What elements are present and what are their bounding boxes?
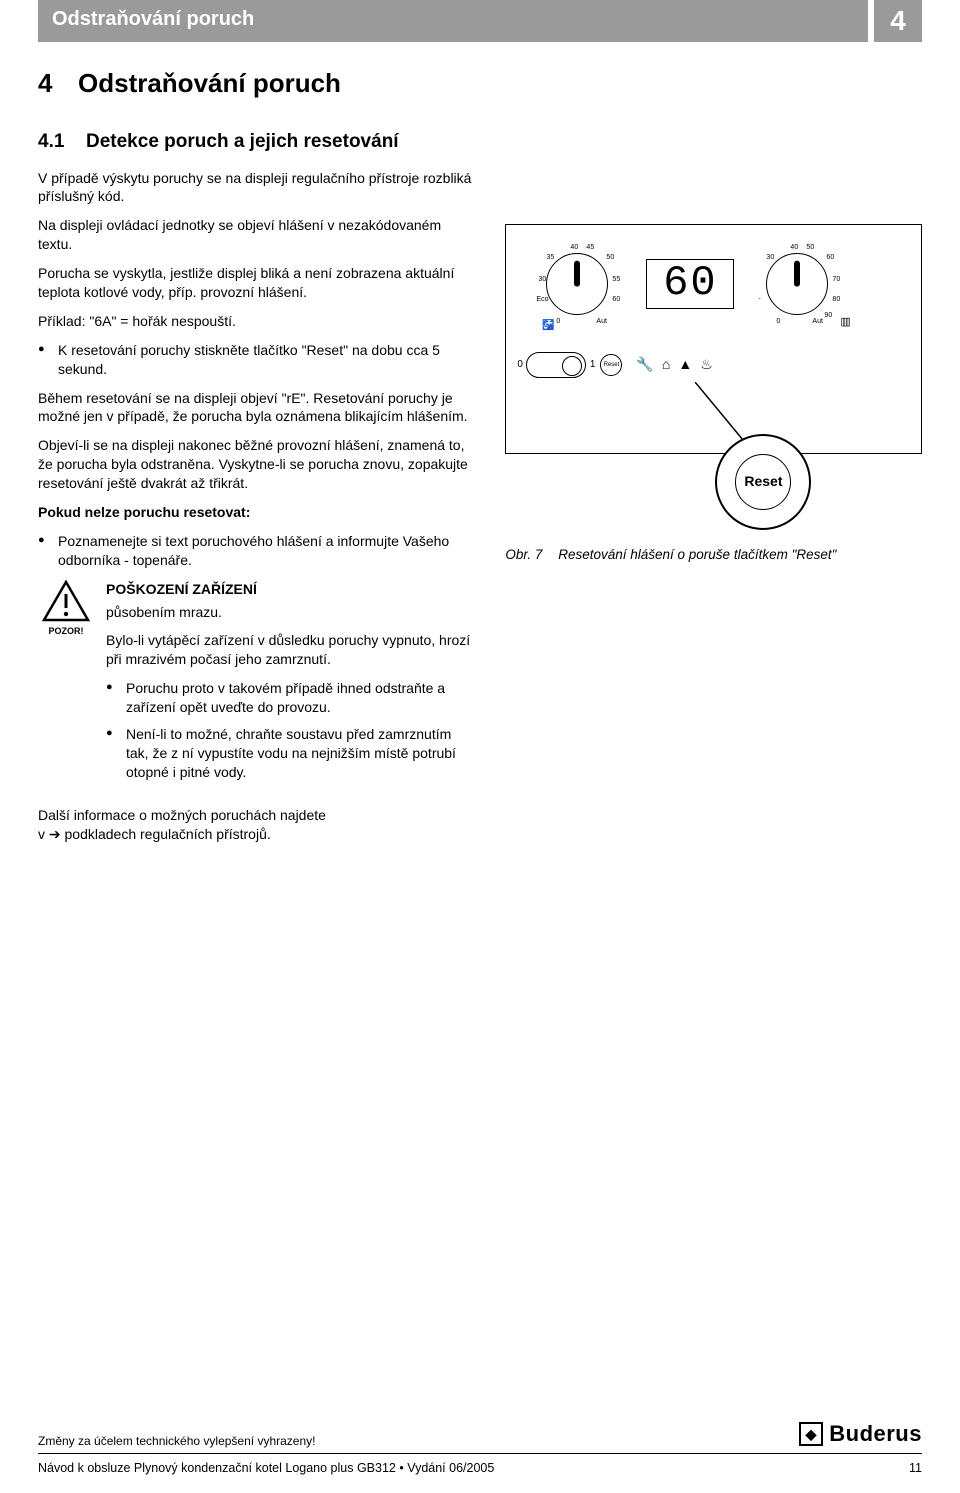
tick: 30: [766, 253, 774, 262]
service-icon: 🔧: [636, 355, 653, 374]
chapter-header: Odstraňování poruch 4: [38, 0, 922, 42]
paragraph: Během resetování se na displeji objeví "…: [38, 389, 475, 427]
knob-right: [766, 253, 828, 315]
caution-icon: POZOR!: [38, 580, 94, 792]
paragraph-line: Další informace o možných poruchách najd…: [38, 807, 326, 823]
reset-button-small: Reset: [600, 354, 622, 376]
paragraph: Na displeji ovládací jednotky se objeví …: [38, 216, 475, 254]
footer-page: 11: [909, 1460, 922, 1477]
chapter-number: 4: [874, 0, 922, 42]
paragraph: V případě výskytu poruchy se na displeji…: [38, 169, 475, 207]
paragraph: Objeví-li se na displeji nakonec běžné p…: [38, 436, 475, 493]
tick: 40: [570, 243, 578, 252]
figure-caption-text: Resetování hlášení o poruše tlačítkem "R…: [558, 547, 836, 562]
bullet-list: K resetování poruchy stiskněte tlačítko …: [38, 341, 475, 379]
switch-label-0: 0: [517, 358, 523, 372]
h1-text: Odstraňování poruch: [78, 68, 341, 98]
brand-logo: ◆ Buderus: [799, 1419, 922, 1449]
paragraph-bold: Pokud nelze poruchu resetovat:: [38, 503, 475, 522]
reset-bubble: Reset: [715, 434, 811, 530]
h2-num: 4.1: [38, 129, 86, 155]
seven-segment-display: 60: [646, 259, 734, 309]
brand-icon: ◆: [799, 1422, 823, 1446]
tap-icon: 🚰: [542, 319, 554, 333]
tick: 90: [824, 311, 832, 320]
tick: Aut: [596, 317, 607, 326]
h2-text: Detekce poruch a jejich resetování: [86, 131, 399, 152]
caution-title: POŠKOZENÍ ZAŘÍZENÍ: [106, 580, 475, 599]
h1-num: 4: [38, 66, 78, 101]
burner-icon: ♨: [700, 355, 713, 374]
chimney-icon: ⌂: [662, 355, 670, 374]
tick: 70: [832, 275, 840, 284]
tick: 30: [538, 275, 546, 284]
leader-line: [695, 382, 755, 442]
tick: 80: [832, 295, 840, 304]
tick: 0: [776, 317, 780, 326]
page-footer: Změny za účelem technického vylepšení vy…: [38, 1419, 922, 1477]
radiator-icon: ▥: [840, 315, 850, 330]
tick: 45: [586, 243, 594, 252]
tick: Eco: [536, 295, 548, 304]
switch-label-1: 1: [590, 358, 596, 372]
knob-left: [546, 253, 608, 315]
tick: 60: [826, 253, 834, 262]
footer-note: Změny za účelem technického vylepšení vy…: [38, 1433, 315, 1449]
bullet-list: Poznamenejte si text poruchového hlášení…: [38, 532, 475, 570]
figure-caption: Obr. 7 Resetování hlášení o poruše tlačí…: [505, 546, 922, 564]
heading-2: 4.1Detekce poruch a jejich resetování: [38, 129, 475, 155]
paragraph: Příklad: "6A" = hořák nespouští.: [38, 312, 475, 331]
caution-label: POZOR!: [38, 625, 94, 637]
tick: 50: [606, 253, 614, 262]
tick: 55: [612, 275, 620, 284]
paragraph: Porucha se vyskytla, jestliže displej bl…: [38, 264, 475, 302]
bullet-list: Poruchu proto v takovém případě ihned od…: [106, 679, 475, 781]
list-item: Poznamenejte si text poruchového hlášení…: [38, 532, 475, 570]
reset-button-big: Reset: [735, 454, 791, 510]
tick: 40: [790, 243, 798, 252]
paragraph-line: v ➔ podkladech regulačních přístrojů.: [38, 826, 271, 842]
bottom-controls: 0 1 Reset 🔧 ⌂ ▲ ♨: [526, 345, 901, 385]
footer-doc: Návod k obsluze Plynový kondenzační kote…: [38, 1460, 494, 1477]
flame-icon: ▲: [678, 355, 692, 374]
status-icons: 🔧 ⌂ ▲ ♨: [636, 355, 712, 374]
tick: Aut: [812, 317, 823, 326]
paragraph: Další informace o možných poruchách najd…: [38, 806, 475, 844]
list-item: Není-li to možné, chraňte soustavu před …: [106, 725, 475, 782]
caution-subtitle: působením mrazu.: [106, 603, 475, 622]
list-item: Poruchu proto v takovém případě ihned od…: [106, 679, 475, 717]
caution-block: POZOR! POŠKOZENÍ ZAŘÍZENÍ působením mraz…: [38, 580, 475, 792]
tick: 35: [546, 253, 554, 262]
brand-name: Buderus: [829, 1419, 922, 1449]
power-switch: 0 1: [526, 352, 586, 378]
caution-body: Bylo-li vytápěcí zařízení v důsledku por…: [106, 631, 475, 669]
heading-1: 4Odstraňování poruch: [38, 66, 922, 101]
tick: 60: [612, 295, 620, 304]
tick: -: [758, 295, 760, 304]
tick: 0: [556, 317, 560, 326]
chapter-title: Odstraňování poruch: [38, 0, 868, 42]
list-item: K resetování poruchy stiskněte tlačítko …: [38, 341, 475, 379]
figure-caption-label: Obr. 7: [505, 547, 542, 562]
tick: 50: [806, 243, 814, 252]
